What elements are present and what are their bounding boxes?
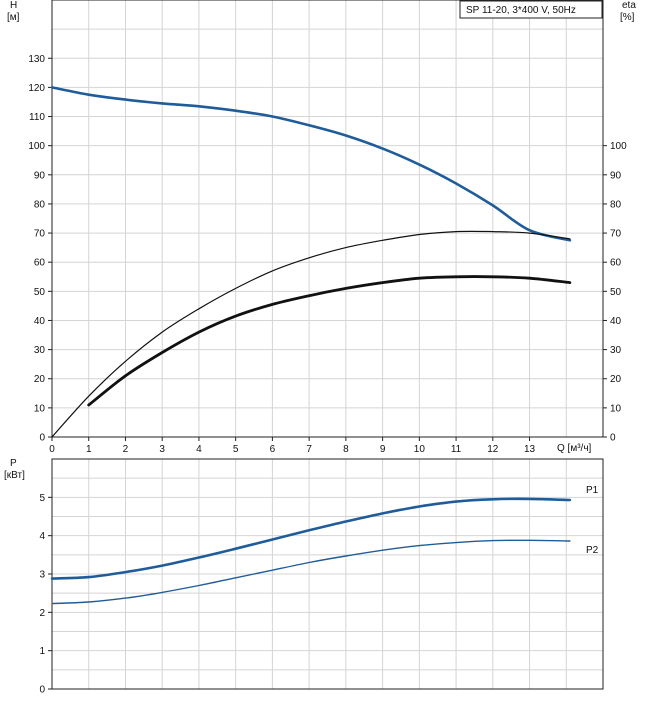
power-label-p2: P2 bbox=[586, 545, 599, 556]
y2-tick-label: 100 bbox=[610, 141, 627, 152]
x-tick-label: 7 bbox=[306, 444, 312, 455]
power-label-p1: P1 bbox=[586, 485, 599, 496]
x-tick-label: 10 bbox=[414, 444, 426, 455]
power-curve-p1 bbox=[50, 497, 572, 580]
bottom-axis-ticks: 0 1 2 3 4 5 bbox=[39, 493, 52, 696]
efficiency-curve-hydraulic bbox=[87, 275, 572, 407]
top-axis-ticks: 0 1 2 3 4 5 6 7 8 9 10 11 12 130102030405060708090100… bbox=[28, 54, 627, 455]
x-tick-label: 1 bbox=[86, 444, 92, 455]
y2-tick-label: 90 bbox=[610, 170, 622, 181]
power-curve-p2 bbox=[51, 539, 571, 605]
head-curve bbox=[50, 86, 572, 242]
x-tick-label: 2 bbox=[123, 444, 129, 455]
x-tick-label: 4 bbox=[196, 444, 202, 455]
x-tick-label: 3 bbox=[159, 444, 165, 455]
x-tick-label: 9 bbox=[380, 444, 386, 455]
top-grid bbox=[52, 0, 603, 437]
eta-axis-symbol: eta bbox=[622, 0, 636, 11]
y-tick-label: 90 bbox=[34, 170, 46, 181]
y2-tick-label: 60 bbox=[610, 258, 622, 269]
chart-title: SP 11-20, 3*400 V, 50Hz bbox=[466, 5, 576, 16]
y-tick-label: 130 bbox=[28, 54, 45, 65]
top-series-group bbox=[50, 86, 572, 438]
y-tick-label: 20 bbox=[34, 374, 46, 385]
bottom-series-group: P1 P2 bbox=[50, 485, 599, 605]
y-tick-label: 40 bbox=[34, 316, 46, 327]
y2-tick-label: 50 bbox=[610, 287, 622, 298]
y2-tick-label: 40 bbox=[610, 316, 622, 327]
head-axis-unit: [м] bbox=[7, 12, 20, 23]
x-tick-label: 11 bbox=[451, 444, 462, 455]
eta-axis-unit: [%] bbox=[620, 12, 635, 23]
y-tick-label: 3 bbox=[39, 570, 45, 581]
x-tick-label: 13 bbox=[524, 444, 536, 455]
y2-tick-label: 10 bbox=[610, 403, 622, 414]
y2-tick-label: 30 bbox=[610, 345, 622, 356]
x-tick-label: 5 bbox=[233, 444, 239, 455]
y-tick-label: 50 bbox=[34, 287, 46, 298]
y-tick-label: 80 bbox=[34, 199, 46, 210]
y2-tick-label: 70 bbox=[610, 229, 622, 240]
bottom-grid bbox=[52, 459, 603, 689]
x-tick-label: 6 bbox=[270, 444, 276, 455]
y-tick-label: 120 bbox=[28, 83, 45, 94]
y2-tick-label: 0 bbox=[610, 433, 616, 444]
y-tick-label: 2 bbox=[39, 608, 45, 619]
y-tick-label: 30 bbox=[34, 345, 46, 356]
x-axis-label: Q [м³/ч] bbox=[557, 443, 592, 454]
x-tick-label: 0 bbox=[49, 444, 55, 455]
y-tick-label: 60 bbox=[34, 258, 46, 269]
y-tick-label: 1 bbox=[39, 646, 45, 657]
y-tick-label: 110 bbox=[29, 112, 45, 123]
efficiency-curve-total bbox=[51, 230, 571, 438]
power-axis-symbol: P bbox=[10, 458, 17, 469]
x-tick-label: 12 bbox=[487, 444, 499, 455]
y2-tick-label: 80 bbox=[610, 199, 622, 210]
y2-tick-label: 20 bbox=[610, 374, 622, 385]
title-box bbox=[459, 0, 603, 19]
top-plot-frame bbox=[51, 0, 604, 438]
y-tick-label: 0 bbox=[39, 685, 45, 696]
y-tick-label: 100 bbox=[28, 141, 45, 152]
y-tick-label: 10 bbox=[34, 403, 46, 414]
power-axis-unit: [кВт] bbox=[4, 470, 25, 481]
y-tick-label: 4 bbox=[39, 531, 45, 542]
y-tick-label: 70 bbox=[34, 229, 46, 240]
head-axis-symbol: H bbox=[10, 0, 17, 11]
y-tick-label: 0 bbox=[39, 433, 45, 444]
y-tick-label: 5 bbox=[39, 493, 45, 504]
x-tick-label: 8 bbox=[343, 444, 349, 455]
